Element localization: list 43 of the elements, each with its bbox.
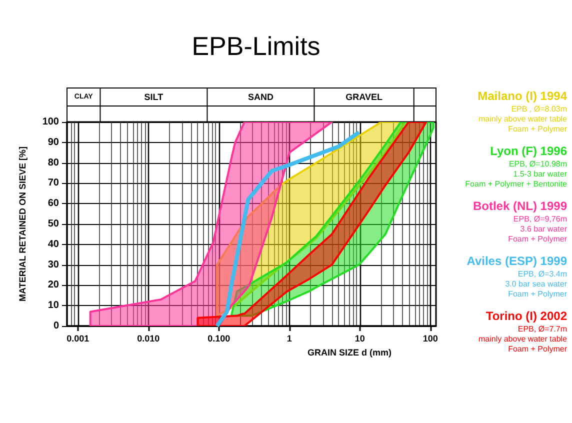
text: GRAVEL <box>346 92 383 102</box>
text: Foam + Polymer <box>508 290 568 298</box>
text: 3.0 bar sea water <box>505 280 568 288</box>
text: mainly above water table <box>478 114 568 124</box>
y-axis-title: MATERIAL RETAINED ON SIEVE [%] <box>18 146 28 302</box>
text: Foam + Polymer + Bentonite <box>465 180 568 188</box>
y-tick-label: 10 <box>48 300 60 312</box>
legend-label: Botlek (NL) 1999 <box>472 199 568 213</box>
y-tick-label: 40 <box>48 238 60 250</box>
text: Foam + Polymer <box>508 234 568 244</box>
legend-label: Mailano (I) 1994 <box>478 89 568 103</box>
text: 3.6 bar water <box>520 224 568 234</box>
x-tick-label: 1 <box>286 334 292 344</box>
text: EPB, Ø=3.4m <box>518 270 568 278</box>
legend-label: Torino (I) 2002 <box>486 309 568 323</box>
y-tick-label: 0 <box>53 320 60 332</box>
x-tick-label: 100 <box>422 334 438 344</box>
y-tick-label: 20 <box>48 280 60 291</box>
x-tick-label: 0.010 <box>137 334 160 344</box>
text: SAND <box>248 92 274 102</box>
text: EPB , Ø=8.03m <box>511 104 568 114</box>
y-tick-label: 100 <box>42 116 60 128</box>
text: 1.5-3 bar water <box>513 170 568 178</box>
y-tick-label: 30 <box>48 259 60 270</box>
x-tick-label: 0.001 <box>66 334 90 344</box>
text: mainly above water table <box>478 334 568 344</box>
text: Foam + Polymer <box>508 344 568 354</box>
y-tick-label: 50 <box>48 218 60 230</box>
x-tick-label: 10 <box>354 334 365 344</box>
y-tick-label: 70 <box>48 178 60 189</box>
text: EPB, Ø=7.7m <box>518 324 568 334</box>
text: Aviles (ESP) 1999 <box>466 254 568 268</box>
y-tick-label: 60 <box>48 198 60 210</box>
text: EPB, Ø=10.98m <box>508 160 568 168</box>
text: EPB, Ø=9,76m <box>513 214 568 224</box>
x-tick-label: 0.100 <box>208 334 230 344</box>
legend-label: Lyon (F) 1996 <box>490 144 568 158</box>
y-tick-label: 90 <box>48 136 60 148</box>
text: Foam + Polymer <box>508 124 568 134</box>
chart-title: EPB-Limits <box>192 31 320 61</box>
text: SILT <box>144 92 164 102</box>
y-tick-label: 80 <box>48 157 60 168</box>
x-axis-title: GRAIN SIZE d (mm) <box>307 348 392 358</box>
